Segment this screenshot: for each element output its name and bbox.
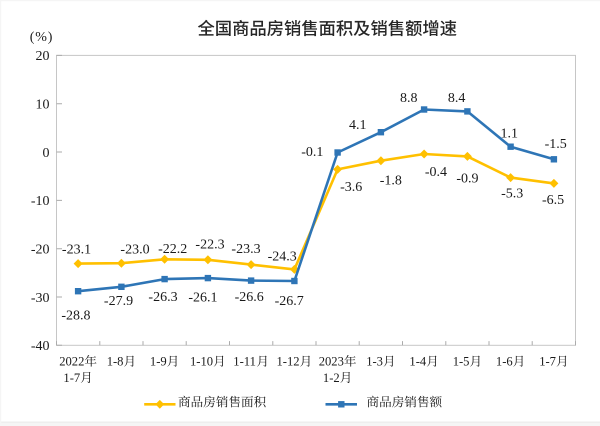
- svg-text:1-12: 1-12: [277, 355, 300, 369]
- svg-text:-24.3: -24.3: [268, 250, 297, 265]
- svg-text:1-3: 1-3: [366, 355, 383, 369]
- svg-text:-23.0: -23.0: [120, 243, 149, 258]
- svg-text:1-2: 1-2: [323, 371, 340, 385]
- svg-text:(%): (%): [30, 30, 53, 45]
- svg-text:1-11: 1-11: [233, 355, 256, 369]
- svg-text:1-5: 1-5: [453, 355, 470, 369]
- svg-text:-0.9: -0.9: [456, 172, 478, 187]
- svg-text:-26.6: -26.6: [235, 290, 264, 305]
- svg-text:1-8: 1-8: [107, 355, 124, 369]
- svg-text:0: 0: [43, 146, 50, 161]
- svg-text:-1.8: -1.8: [380, 174, 402, 189]
- svg-text:1.1: 1.1: [500, 126, 518, 141]
- svg-text:-22.2: -22.2: [158, 242, 187, 257]
- svg-text:20: 20: [36, 49, 50, 64]
- svg-text:-26.1: -26.1: [188, 291, 217, 306]
- svg-text:-0.1: -0.1: [301, 145, 323, 160]
- svg-text:1-4: 1-4: [409, 355, 426, 369]
- svg-text:1-9: 1-9: [150, 355, 167, 369]
- svg-text:2022: 2022: [59, 355, 84, 369]
- svg-text:-30: -30: [31, 291, 50, 306]
- svg-text:-20: -20: [31, 243, 50, 258]
- svg-text:-10: -10: [31, 194, 50, 209]
- svg-text:-3.6: -3.6: [340, 180, 362, 195]
- svg-text:-23.3: -23.3: [231, 242, 260, 257]
- svg-text:-27.9: -27.9: [104, 294, 133, 309]
- svg-text:-23.1: -23.1: [62, 243, 91, 258]
- svg-text:1-7: 1-7: [63, 371, 80, 385]
- svg-text:1-10: 1-10: [190, 355, 213, 369]
- svg-text:10: 10: [36, 98, 50, 113]
- svg-text:8.8: 8.8: [400, 91, 418, 106]
- svg-text:-6.5: -6.5: [542, 193, 564, 208]
- svg-text:-22.3: -22.3: [195, 238, 224, 253]
- svg-text:-26.7: -26.7: [275, 294, 304, 309]
- svg-text:1-6: 1-6: [496, 355, 513, 369]
- svg-text:-26.3: -26.3: [148, 290, 177, 305]
- svg-text:2023: 2023: [319, 355, 344, 369]
- svg-text:-5.3: -5.3: [501, 187, 523, 202]
- svg-text:1-7: 1-7: [539, 355, 556, 369]
- svg-text:4.1: 4.1: [349, 118, 367, 133]
- svg-text:-1.5: -1.5: [545, 137, 567, 152]
- svg-text:-40: -40: [31, 339, 50, 354]
- svg-text:-0.4: -0.4: [425, 165, 447, 180]
- svg-text:8.4: 8.4: [448, 91, 466, 106]
- svg-text:-28.8: -28.8: [61, 308, 90, 323]
